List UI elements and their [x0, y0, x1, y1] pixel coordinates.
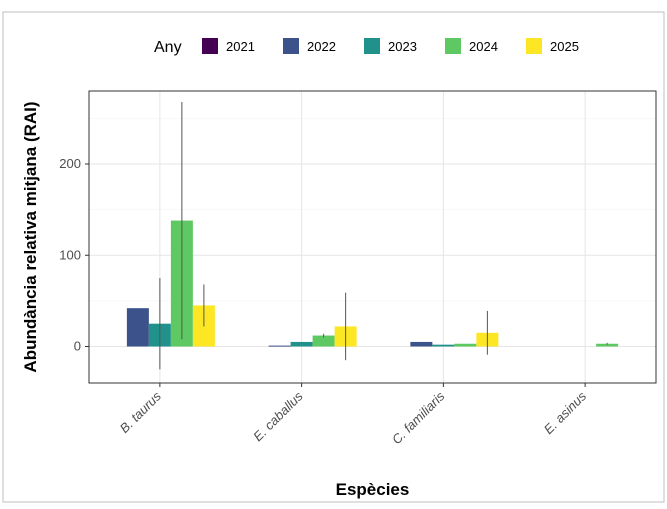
- y-tick-label: 200: [59, 156, 81, 171]
- x-axis-title: Espècies: [336, 480, 410, 499]
- bar-2024-c-familiaris: [454, 343, 477, 347]
- y-axis-title: Abundància relativa mitjana (RAI): [21, 101, 40, 372]
- plot-border: [88, 90, 657, 384]
- figure-border: [2, 11, 665, 503]
- legend-swatch-2023: [364, 38, 380, 54]
- bar-2024-e-asinus: [596, 343, 619, 347]
- legend-title: Any: [154, 39, 182, 56]
- legend-swatch-2022: [283, 38, 299, 54]
- legend: Any 2021 2022 2023 2024 2025: [154, 38, 579, 56]
- legend-label-2023: 2023: [388, 39, 417, 54]
- error-bars: [159, 101, 608, 370]
- y-tick-label: 0: [74, 339, 81, 354]
- legend-label-2025: 2025: [550, 39, 579, 54]
- y-tick-label: 100: [59, 247, 81, 262]
- x-tick-label: C. familiaris: [389, 388, 448, 447]
- bar-2024-e-caballus: [312, 335, 335, 347]
- bar-2023-c-familiaris: [432, 344, 455, 347]
- bar-2022-b-taurus: [126, 308, 149, 347]
- x-tick-label: E. caballus: [250, 388, 306, 444]
- bar-2022-e-caballus: [268, 345, 291, 347]
- legend-label-2021: 2021: [226, 39, 255, 54]
- legend-swatch-2024: [445, 38, 461, 54]
- bar-2023-e-caballus: [290, 341, 313, 347]
- legend-label-2024: 2024: [469, 39, 498, 54]
- legend-label-2022: 2022: [307, 39, 336, 54]
- bar-2022-c-familiaris: [410, 341, 433, 347]
- legend-swatch-2025: [526, 38, 542, 54]
- x-tick-label: E. asinus: [541, 388, 590, 437]
- x-tick-label: B. taurus: [117, 388, 165, 436]
- legend-swatch-2021: [202, 38, 218, 54]
